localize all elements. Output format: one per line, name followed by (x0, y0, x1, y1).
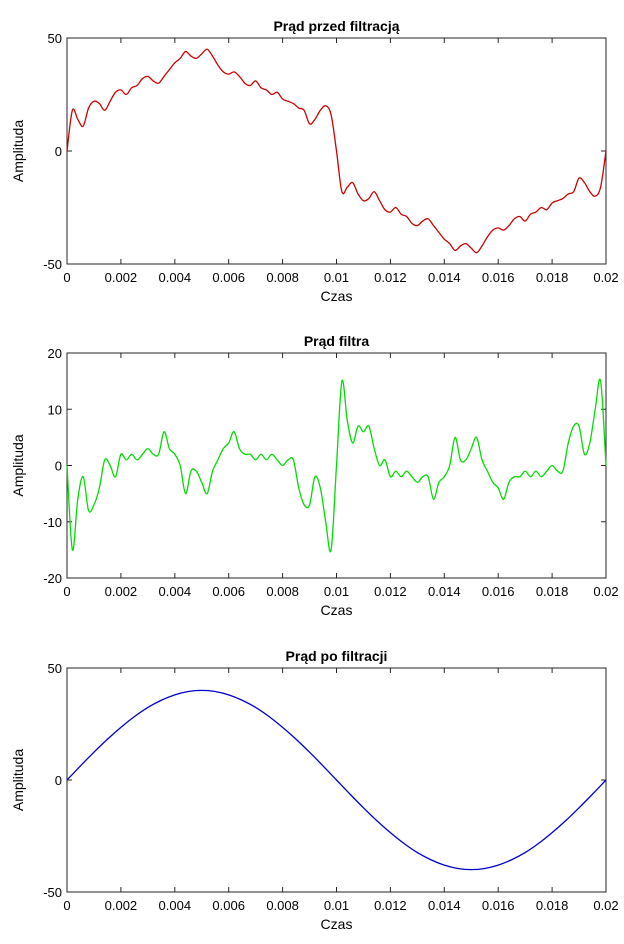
x-tick-label: 0.018 (536, 584, 569, 599)
x-tick-label: 0 (63, 898, 70, 913)
x-tick-label: 0.014 (428, 584, 461, 599)
x-tick-label: 0.01 (324, 898, 349, 913)
y-tick-label: 50 (48, 31, 62, 46)
y-tick-label: -50 (43, 257, 62, 272)
x-tick-label: 0.01 (324, 270, 349, 285)
x-tick-label: 0.006 (212, 270, 245, 285)
panel-before: Prąd przed filtracją 0 0.002 0.004 0.006 0.00… (10, 18, 619, 304)
chart-title: Prąd filtra (304, 333, 370, 349)
x-tick-label: 0.016 (482, 898, 515, 913)
x-tick-label: 0.018 (536, 898, 569, 913)
x-tick-label: 0.012 (374, 898, 407, 913)
y-tick-label: 0 (55, 459, 62, 474)
y-axis-label: Amplituda (10, 434, 26, 496)
x-tick-label: 0.002 (105, 898, 138, 913)
x-tick-label: 0.002 (105, 270, 138, 285)
x-tick-label: 0 (63, 270, 70, 285)
x-tick-label: 0.012 (374, 584, 407, 599)
y-axis-label: Amplituda (10, 120, 26, 182)
x-axis-label: Czas (321, 602, 353, 618)
x-tick-label: 0 (63, 584, 70, 599)
x-tick-label: 0.008 (266, 584, 299, 599)
x-tick-label: 0.016 (482, 584, 515, 599)
x-tick-label: 0.014 (428, 270, 461, 285)
panel-after: Prąd po filtracji 0 0.002 0.004 0.006 0.008 0.… (10, 648, 619, 932)
x-tick-label: 0.014 (428, 898, 461, 913)
y-tick-label: -50 (43, 885, 62, 900)
chart-title: Prąd przed filtracją (273, 18, 399, 34)
x-tick-label: 0.018 (536, 270, 569, 285)
panel-filter: Prąd filtra 0 0.002 0.004 0.006 0.008 0.01 0.01… (10, 333, 619, 618)
x-tick-label: 0.01 (324, 584, 349, 599)
x-axis-label: Czas (321, 288, 353, 304)
y-tick-label: -10 (43, 515, 62, 530)
x-tick-label: 0.008 (266, 898, 299, 913)
x-axis-label: Czas (321, 916, 353, 932)
x-tick-label: 0.008 (266, 270, 299, 285)
x-tick-label: 0.02 (593, 584, 618, 599)
series-line-0 (66, 48, 607, 254)
x-tick-label: 0.004 (159, 898, 192, 913)
series-line-0 (66, 378, 607, 553)
y-tick-label: -20 (43, 571, 62, 586)
x-tick-label: 0.004 (159, 270, 192, 285)
x-tick-label: 0.02 (593, 898, 618, 913)
x-tick-label: 0.002 (105, 584, 138, 599)
x-tick-label: 0.006 (212, 898, 245, 913)
y-tick-label: 10 (48, 402, 62, 417)
x-tick-label: 0.02 (593, 270, 618, 285)
x-tick-label: 0.006 (212, 584, 245, 599)
chart-title: Prąd po filtracji (286, 648, 388, 664)
y-tick-label: 0 (55, 773, 62, 788)
y-tick-label: 50 (48, 661, 62, 676)
x-tick-label: 0.012 (374, 270, 407, 285)
x-tick-label: 0.004 (159, 584, 192, 599)
y-tick-label: 20 (48, 346, 62, 361)
series-line-0 (66, 689, 607, 871)
y-tick-label: 0 (55, 144, 62, 159)
x-tick-label: 0.016 (482, 270, 515, 285)
y-axis-label: Amplituda (10, 749, 26, 811)
